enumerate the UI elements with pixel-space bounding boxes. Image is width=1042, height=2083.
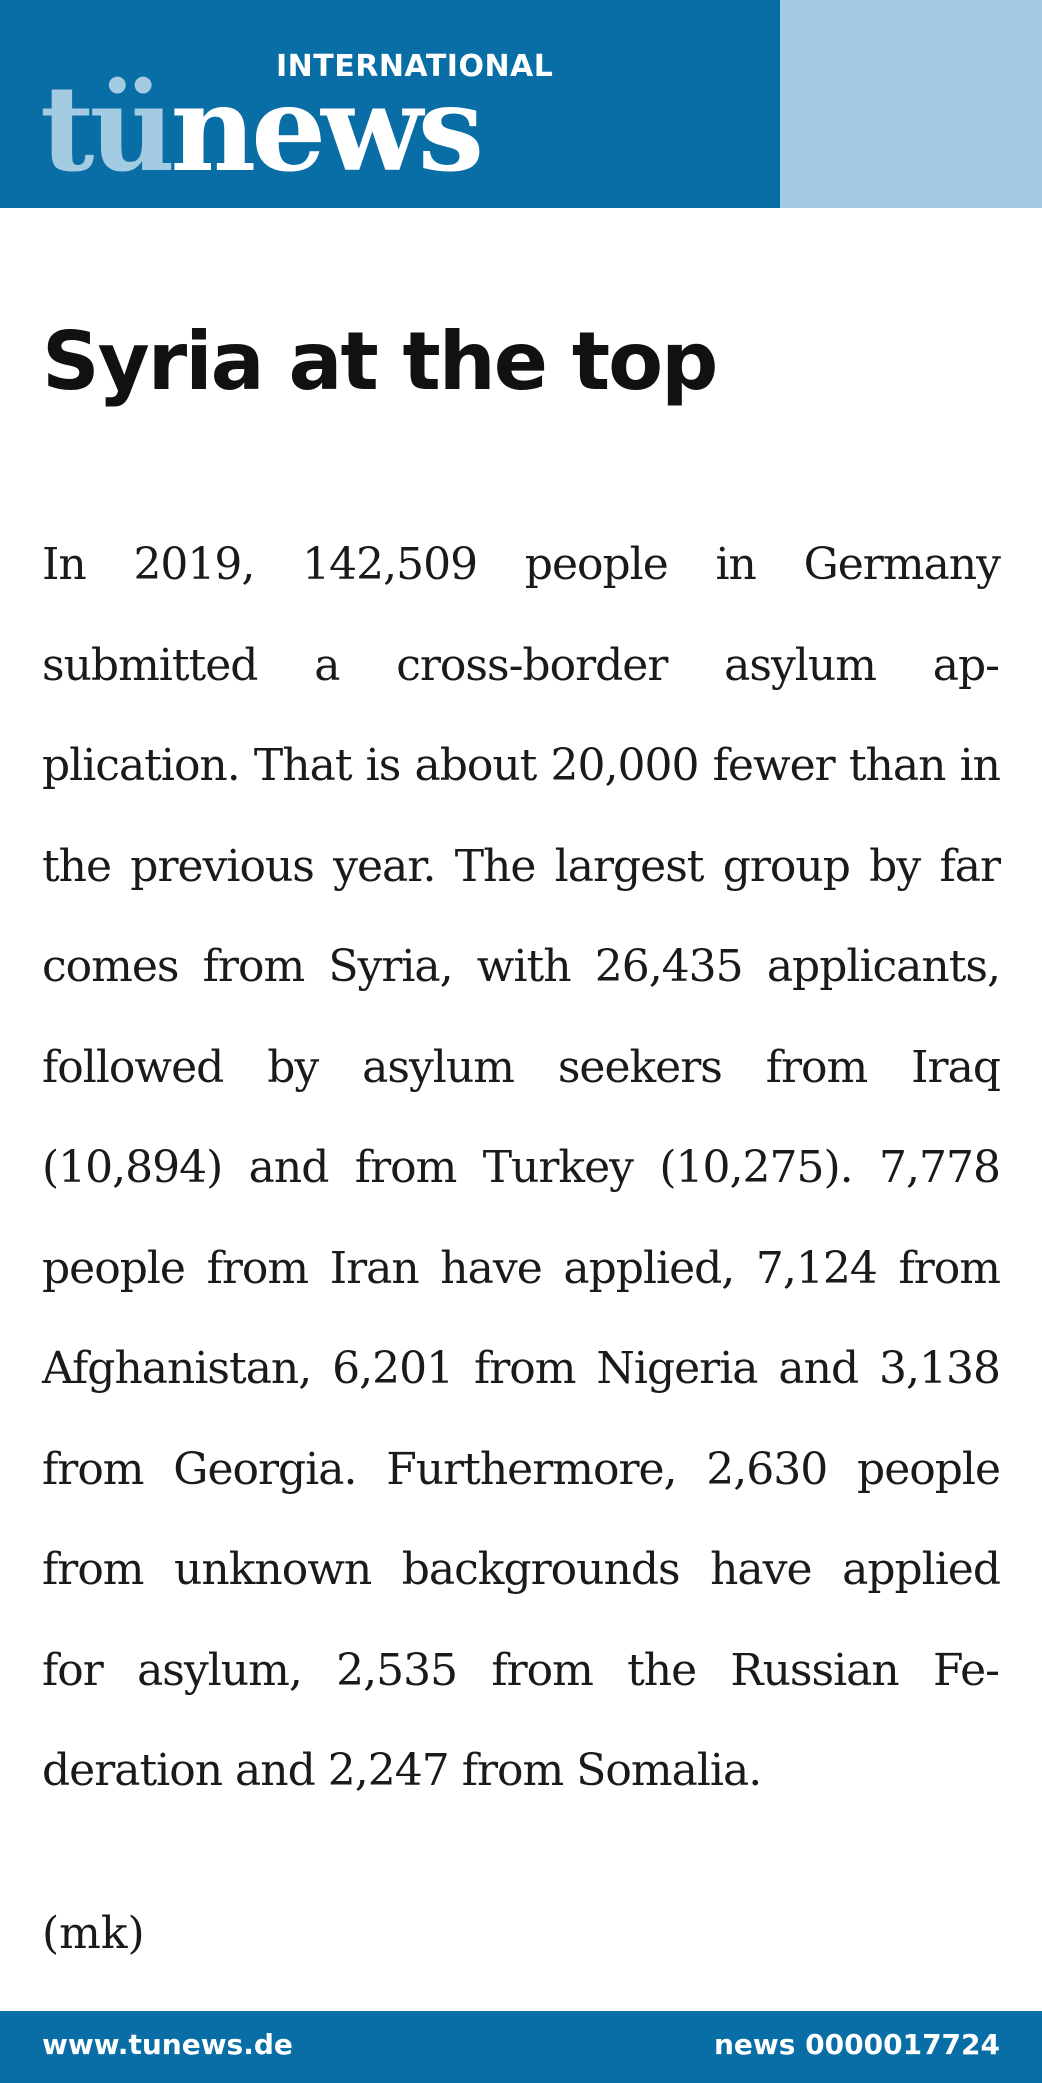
website-link[interactable]: www.tunews.de: [42, 2028, 293, 2061]
logo-wordmark: tünews: [40, 70, 484, 188]
header-bar: INTERNATIONAL tünews: [0, 0, 1042, 208]
logo-tu: tü: [40, 59, 175, 198]
article-body: In 2019, 142,509 people in Germany submi…: [42, 539, 1001, 1796]
footer-bar: www.tunews.de news 0000017724: [0, 2011, 1042, 2083]
header-accent-block: [780, 0, 1042, 208]
tunews-logo: INTERNATIONAL tünews: [40, 40, 553, 190]
article-byline: (mk): [42, 1908, 145, 1959]
article-title: Syria at the top: [42, 315, 718, 408]
logo-news: news: [170, 59, 484, 198]
logo-kicker: INTERNATIONAL: [276, 49, 554, 84]
news-id: news 0000017724: [713, 2028, 1000, 2061]
